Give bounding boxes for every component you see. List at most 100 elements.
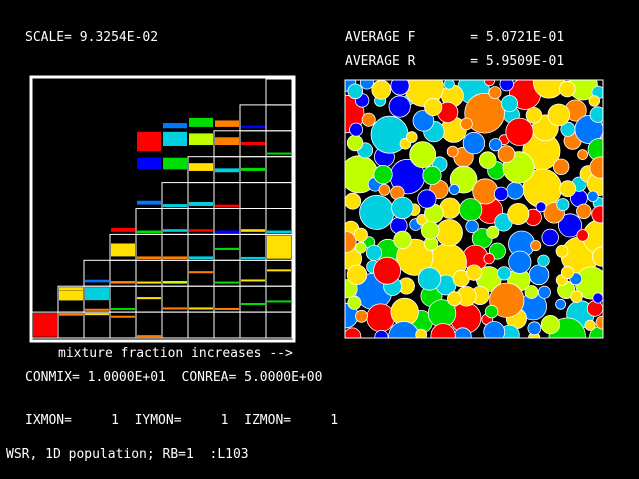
particle-circle: [587, 190, 599, 203]
particle-circle: [530, 240, 542, 252]
histogram-mark: [111, 315, 135, 318]
histogram-mark: [241, 256, 265, 260]
histogram-mark: [267, 300, 291, 303]
particle-circle: [508, 250, 532, 274]
histogram-mark: [189, 117, 213, 127]
histogram-mark: [241, 141, 265, 146]
particle-circle: [388, 95, 411, 118]
histogram-mark: [215, 120, 239, 127]
histogram-mark: [189, 271, 213, 274]
particle-circle: [465, 264, 483, 281]
particle-circle: [405, 131, 418, 143]
particle-circle: [374, 329, 389, 338]
particle-circle: [592, 246, 603, 267]
particle-circle: [393, 230, 412, 250]
particle-circle: [373, 165, 393, 185]
particle-circle: [576, 203, 592, 220]
particle-circle: [540, 314, 561, 335]
particle-circle: [412, 110, 435, 132]
histogram-mark: [215, 230, 239, 234]
particle-panel-border: [344, 79, 604, 339]
histogram-mark: [59, 290, 83, 301]
particle-circle: [484, 304, 499, 319]
particle-circle: [448, 183, 460, 195]
particle-circle: [361, 112, 376, 127]
histogram-mark: [215, 137, 239, 146]
histogram-mark: [163, 157, 187, 170]
histogram-mark: [163, 204, 187, 208]
histogram-mark: [267, 269, 291, 272]
particle-circle: [528, 264, 550, 286]
histogram-mark: [137, 281, 161, 284]
average-f-readout: AVERAGE F = 5.0721E-01: [345, 30, 565, 45]
particle-circle: [443, 80, 455, 90]
histogram-mark: [215, 307, 239, 310]
histogram-mark: [137, 297, 161, 300]
histogram-mark: [189, 202, 213, 206]
particle-circle: [478, 151, 497, 170]
particle-circle: [366, 303, 395, 333]
monitor-indices: IXMON= 1 IYMON= 1 IZMON= 1: [25, 413, 339, 428]
particle-circle: [505, 117, 534, 146]
grid-cell: [265, 311, 293, 339]
histogram-mark: [85, 279, 109, 283]
histogram-mark: [85, 287, 109, 301]
histogram-mark: [163, 307, 187, 310]
particle-circle: [345, 231, 357, 253]
histogram-mark: [85, 308, 109, 311]
particle-circle: [576, 229, 589, 242]
histogram-mark: [241, 125, 265, 129]
particle-circle: [430, 323, 456, 338]
particle-circle: [347, 83, 364, 100]
particle-circle: [378, 183, 391, 196]
particle-circle: [365, 244, 383, 261]
particle-circle: [417, 189, 437, 209]
histogram-mark: [189, 256, 213, 260]
particle-circle: [496, 266, 512, 281]
particle-circle: [359, 194, 395, 230]
particle-circle: [556, 198, 570, 212]
particle-circle: [553, 158, 570, 176]
particle-circle: [527, 321, 542, 336]
con-params: CONMIX= 1.0000E+01 CONREA= 5.0000E+00: [25, 370, 323, 385]
particle-circle: [560, 265, 575, 280]
histogram-mark: [137, 200, 161, 205]
histogram-mark: [189, 307, 213, 310]
particle-group: [345, 80, 603, 338]
particle-circle: [533, 80, 565, 99]
histogram-mark: [137, 335, 161, 338]
particle-circle: [409, 141, 437, 169]
particle-circle: [506, 181, 525, 200]
particle-circle: [417, 267, 442, 291]
histogram-mark: [241, 167, 265, 171]
histogram-mark: [189, 229, 213, 232]
status-footer: WSR, 1D population; RB=1 :L103: [6, 447, 249, 462]
histogram-mark: [267, 152, 291, 155]
particle-circle: [499, 80, 514, 92]
histogram-mark: [215, 204, 239, 208]
particle-circle: [592, 292, 603, 304]
histogram-mark: [33, 313, 57, 333]
particle-circle: [586, 300, 603, 317]
particle-circle: [373, 256, 402, 285]
particle-circle: [422, 165, 442, 185]
particle-circle: [591, 205, 603, 224]
particle-circle: [446, 291, 462, 307]
particle-circle: [559, 80, 576, 98]
particle-circle: [497, 145, 516, 163]
histogram-mark: [267, 235, 291, 259]
particle-circle: [355, 309, 368, 323]
particle-circle: [345, 192, 362, 210]
particle-circle: [547, 103, 571, 127]
particle-circle: [459, 198, 483, 222]
particle-circle: [555, 244, 569, 258]
histogram-mark: [59, 313, 83, 316]
particle-circle: [525, 107, 543, 124]
histogram-mark: [33, 330, 57, 337]
histogram-mark: [215, 281, 239, 284]
histogram-mark: [189, 133, 213, 146]
particle-circle: [507, 202, 530, 225]
histogram-mark: [163, 281, 187, 284]
